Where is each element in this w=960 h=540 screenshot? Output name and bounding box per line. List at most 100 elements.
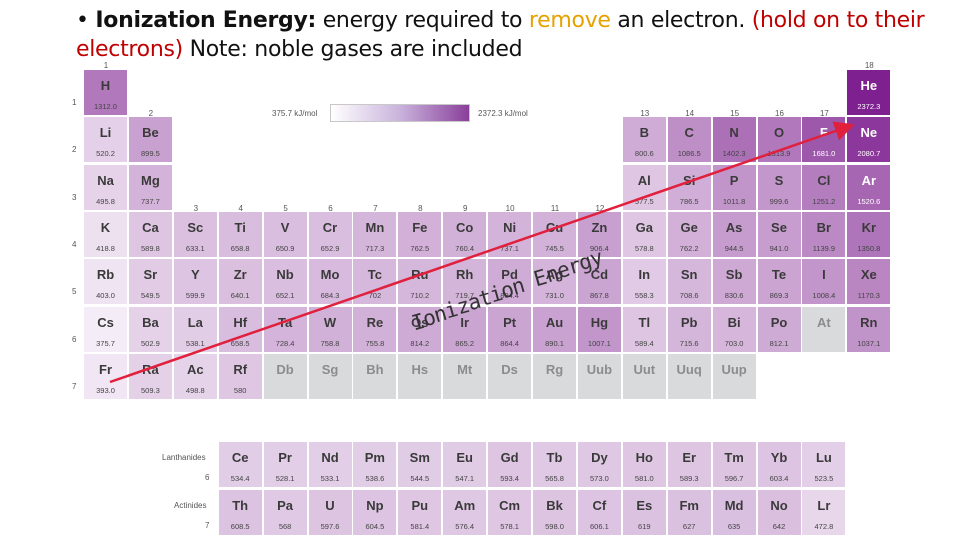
element-ca: Ca 589.8 (128, 211, 173, 258)
element-value: 604.5 (365, 522, 385, 531)
element-value: 1011.8 (722, 196, 746, 206)
element-symbol: In (638, 267, 651, 283)
element-value: 640.1 (230, 291, 250, 301)
element-symbol: Cf (592, 498, 607, 513)
element-symbol: Uuq (676, 361, 702, 377)
period-label-3: 3 (72, 192, 77, 202)
element-symbol: C (684, 125, 694, 141)
element-symbol: Rh (456, 267, 474, 283)
element-ho: Ho 581.0 (622, 442, 667, 488)
element-b: B 800.6 (622, 117, 667, 164)
element-cu: Cu 745.5 (533, 211, 577, 258)
element-value: 568 (278, 522, 292, 531)
element-value: 578.1 (500, 522, 519, 531)
element-value: 589.3 (679, 474, 699, 483)
element-value: 737.7 (141, 196, 160, 206)
element-value: 578.8 (634, 243, 654, 253)
element-value: 593.4 (500, 474, 519, 483)
element-value: 502.9 (141, 338, 160, 348)
element-lu: Lu 523.5 (802, 442, 847, 488)
element-md: Md 635 (712, 490, 757, 536)
element-symbol: Mg (141, 172, 160, 188)
element-symbol: Br (816, 219, 832, 235)
element-symbol: Zn (591, 219, 608, 235)
element-ba: Ba 502.9 (128, 306, 173, 353)
element-value: 890.1 (545, 338, 564, 348)
element-uup: Uup (712, 353, 757, 400)
element-value: 1313.9 (767, 149, 791, 159)
element-value: 869.3 (769, 291, 789, 301)
element-symbol: Li (99, 125, 112, 141)
element-symbol: Yb (770, 450, 788, 465)
element-value: 633.1 (185, 243, 205, 253)
element-be: Be 899.5 (128, 117, 173, 164)
title-text-2: an electron. (610, 8, 752, 33)
element-value: 403.0 (96, 291, 115, 301)
element-value: 800.6 (634, 149, 654, 159)
element-co: Co 760.4 (443, 211, 488, 258)
element-tb: Tb 565.8 (533, 442, 577, 488)
element-value: 708.6 (679, 291, 699, 301)
element-value: 533.1 (320, 474, 340, 483)
group-label-3: 3 (193, 204, 199, 213)
element-value: 581.4 (410, 522, 430, 531)
element-ti: Ti 658.8 (218, 211, 263, 258)
element-se: Se 941.0 (757, 211, 802, 258)
element-ar: Ar 1520.6 (847, 164, 892, 211)
element-value: 534.4 (230, 474, 250, 483)
element-symbol: Pa (277, 498, 294, 513)
lanthanides-period: 6 (205, 473, 210, 482)
element-symbol: As (725, 219, 743, 235)
element-value: 608.5 (230, 522, 250, 531)
element-value: 684.3 (320, 291, 340, 301)
element-cf: Cf 606.1 (577, 490, 622, 536)
element-symbol: Ti (234, 219, 246, 235)
element-symbol: Np (366, 498, 384, 513)
element-value: 1402.3 (722, 149, 746, 159)
element-symbol: Fe (412, 219, 428, 235)
element-am: Am 576.4 (443, 490, 488, 536)
element-symbol: Eu (456, 450, 473, 465)
element-sm: Sm 544.5 (398, 442, 443, 488)
element-p: P 1011.8 (712, 164, 757, 211)
element-es: Es 619 (622, 490, 667, 536)
element-value: 1139.9 (812, 243, 836, 253)
element-pb: Pb 715.6 (667, 306, 712, 353)
group-label-17: 17 (819, 109, 829, 118)
element-symbol: Al (637, 172, 651, 188)
element-symbol: Db (276, 361, 294, 377)
element-value: 589.4 (634, 338, 654, 348)
slide-title: • Ionization Energy: energy required to … (76, 6, 936, 64)
element-value: 1037.1 (857, 338, 881, 348)
element-value: 472.8 (814, 522, 834, 531)
element-symbol: K (100, 219, 111, 235)
element-symbol: Nb (276, 267, 294, 283)
element-symbol: Bk (546, 498, 563, 513)
group-label-10: 10 (505, 204, 515, 213)
element-value: 812.1 (769, 338, 789, 348)
element-mn: Mn 717.3 (353, 211, 398, 258)
element-value: 650.9 (275, 243, 295, 253)
element-sr: Sr 549.5 (128, 259, 173, 306)
element-nb: Nb 652.1 (263, 259, 308, 306)
group-label-7: 7 (373, 204, 378, 213)
element-br: Br 1139.9 (802, 211, 847, 258)
element-lr: Lr 472.8 (802, 490, 847, 536)
element-symbol: Tb (546, 450, 563, 465)
element-value: 580 (233, 385, 247, 395)
element-value: 786.5 (679, 196, 699, 206)
element-po: Po 812.1 (757, 306, 802, 353)
element-rf: Rf 580 (218, 353, 263, 400)
element-symbol: N (729, 125, 739, 141)
element-value: 576.4 (455, 522, 475, 531)
element-value: 528.1 (275, 474, 295, 483)
element-te: Te 869.3 (757, 259, 802, 306)
actinides-label: Actinides (174, 501, 207, 510)
element-value: 547.1 (455, 474, 475, 483)
element-symbol: Cm (499, 498, 521, 513)
element-value: 558.3 (634, 291, 654, 301)
element-symbol: Uub (586, 361, 613, 377)
lanthanides-label: Lanthanides (162, 453, 206, 462)
element-value: 418.8 (96, 243, 115, 253)
element-y: Y 599.9 (173, 259, 218, 306)
